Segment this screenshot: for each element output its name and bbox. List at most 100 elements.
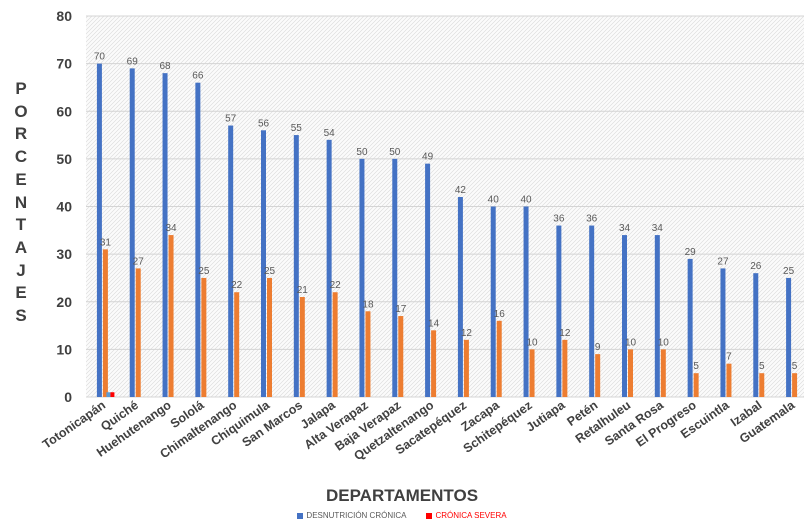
- data-label: 27: [133, 256, 145, 267]
- bar-1: [589, 225, 595, 397]
- bar-1: [654, 235, 660, 397]
- y-axis-title-letter: P: [15, 79, 27, 98]
- data-label: 10: [526, 337, 538, 348]
- data-label: 12: [461, 328, 473, 339]
- data-label: 25: [198, 266, 210, 277]
- y-axis-title-letter: J: [16, 260, 26, 280]
- bar-2: [102, 249, 108, 397]
- data-label: 7: [726, 352, 732, 363]
- y-tick-label: 0: [64, 389, 72, 405]
- bar-1: [129, 68, 135, 397]
- data-label: 25: [783, 266, 795, 277]
- bar-2: [562, 339, 568, 397]
- data-label: 5: [759, 361, 765, 372]
- bar-2: [529, 349, 535, 397]
- y-tick-label: 20: [56, 294, 72, 310]
- bar-2: [759, 373, 765, 397]
- bar-1: [523, 206, 529, 397]
- y-tick-label: 60: [56, 103, 72, 119]
- data-label: 26: [750, 261, 762, 272]
- data-label: 66: [192, 71, 204, 82]
- bar-1: [326, 139, 332, 397]
- bar-1: [425, 163, 431, 397]
- bar-2: [792, 373, 798, 397]
- y-axis-title-letter: E: [15, 283, 27, 303]
- bar-1: [687, 258, 693, 397]
- data-label: 10: [625, 337, 637, 348]
- data-label: 25: [264, 266, 276, 277]
- bar-2: [267, 277, 272, 397]
- data-label: 49: [422, 152, 434, 163]
- bar-2: [168, 235, 174, 397]
- legend-item: DESNUTRICIÓN CRÓNICA: [297, 511, 406, 520]
- data-label: 50: [356, 147, 368, 158]
- y-tick-label: 50: [56, 151, 72, 167]
- data-label: 27: [717, 256, 729, 267]
- y-axis-title-letter: A: [14, 237, 28, 257]
- legend-label: DESNUTRICIÓN CRÓNICA: [306, 511, 407, 520]
- bar-1: [261, 130, 266, 398]
- y-tick-label: 10: [56, 341, 72, 357]
- data-label: 34: [165, 223, 177, 234]
- data-label: 22: [330, 280, 342, 291]
- bar-2: [463, 339, 469, 397]
- bar-1: [622, 235, 627, 397]
- y-axis-title-letter: O: [14, 101, 28, 121]
- bar-2: [660, 349, 666, 397]
- bar-2: [398, 316, 404, 397]
- y-axis-title-letter: N: [14, 192, 28, 212]
- x-tick-label: Jutiapa: [524, 397, 569, 434]
- legend-swatch: [297, 512, 304, 519]
- data-label: 55: [291, 123, 303, 134]
- bar-1: [457, 196, 463, 397]
- y-axis-title-letter: C: [14, 147, 28, 167]
- bar-1: [720, 268, 726, 397]
- bar-1: [162, 73, 168, 398]
- data-label: 16: [494, 309, 506, 320]
- y-axis-title-letter: R: [14, 124, 28, 144]
- data-label: 70: [94, 52, 106, 63]
- legend-item: CRÓNICA SEVERA: [426, 511, 507, 520]
- bar-2: [135, 268, 141, 397]
- bar-2: [726, 363, 732, 397]
- bar-3: [106, 392, 111, 397]
- x-tick-label: Totonicapán: [40, 398, 108, 452]
- data-label: 68: [159, 61, 171, 72]
- data-label: 57: [225, 114, 237, 125]
- data-label: 5: [792, 361, 798, 372]
- bar-1: [228, 125, 234, 397]
- bar-1: [195, 82, 201, 398]
- data-label: 40: [488, 195, 500, 206]
- bar-2: [332, 292, 338, 397]
- data-label: 69: [127, 56, 139, 67]
- bar-2: [234, 292, 240, 397]
- bar-2: [628, 349, 633, 397]
- bar-1: [753, 273, 759, 397]
- data-label: 9: [595, 342, 601, 353]
- data-label: 34: [652, 223, 664, 234]
- bar-2: [496, 320, 502, 397]
- data-label: 34: [619, 223, 631, 234]
- bar-1: [490, 206, 496, 397]
- data-label: 50: [389, 147, 401, 158]
- bar-2: [431, 330, 437, 397]
- data-label: 31: [100, 237, 112, 248]
- bar-1: [96, 63, 102, 397]
- data-label: 17: [395, 304, 407, 315]
- x-axis-title: DEPARTAMENTOS: [325, 486, 479, 505]
- bar-1: [556, 225, 562, 397]
- y-tick-label: 80: [56, 8, 72, 24]
- data-label: 12: [559, 328, 571, 339]
- data-label: 22: [231, 280, 243, 291]
- data-label: 42: [455, 185, 467, 196]
- data-label: 56: [258, 118, 270, 129]
- data-label: 54: [324, 128, 336, 139]
- y-tick-label: 40: [56, 199, 72, 215]
- bar-2: [299, 296, 305, 397]
- data-label: 18: [362, 299, 374, 310]
- y-axis-title-letter: E: [15, 169, 27, 189]
- bar-2: [201, 277, 207, 397]
- legend: DESNUTRICIÓN CRÓNICA CRÓNICA SEVERA: [0, 511, 804, 521]
